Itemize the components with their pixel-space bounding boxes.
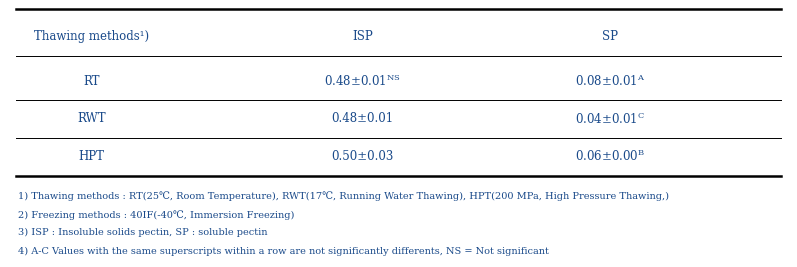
Text: 0.48±0.01: 0.48±0.01 — [332, 112, 394, 125]
Text: Thawing methods¹): Thawing methods¹) — [34, 30, 149, 42]
Text: RT: RT — [84, 75, 100, 88]
Text: 2) Freezing methods : 40IF(-40℃, Immersion Freezing): 2) Freezing methods : 40IF(-40℃, Immersi… — [18, 210, 294, 220]
Text: HPT: HPT — [79, 150, 104, 163]
Text: RWT: RWT — [77, 112, 106, 125]
Text: 0.08±0.01$^{\mathregular{A}}$: 0.08±0.01$^{\mathregular{A}}$ — [575, 73, 645, 89]
Text: 0.06±0.00$^{\mathregular{B}}$: 0.06±0.00$^{\mathregular{B}}$ — [575, 148, 645, 164]
Text: 1) Thawing methods : RT(25℃, Room Temperature), RWT(17℃, Running Water Thawing),: 1) Thawing methods : RT(25℃, Room Temper… — [18, 191, 669, 201]
Text: ISP: ISP — [352, 30, 373, 42]
Text: 0.48±0.01$^{\mathregular{NS}}$: 0.48±0.01$^{\mathregular{NS}}$ — [324, 73, 401, 89]
Text: 0.04±0.01$^{\mathregular{C}}$: 0.04±0.01$^{\mathregular{C}}$ — [575, 111, 645, 127]
Text: 3) ISP : Insoluble solids pectin, SP : soluble pectin: 3) ISP : Insoluble solids pectin, SP : s… — [18, 228, 267, 237]
Text: 0.50±0.03: 0.50±0.03 — [332, 150, 394, 163]
Text: 4) A-C Values with the same superscripts within a row are not significantly diff: 4) A-C Values with the same superscripts… — [18, 247, 548, 256]
Text: SP: SP — [602, 30, 618, 42]
